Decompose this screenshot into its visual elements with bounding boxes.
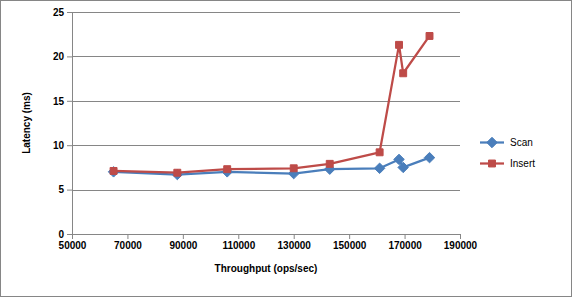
tick-label: 170000: [388, 240, 422, 251]
axis-line: [73, 235, 461, 240]
chart: 50000 70000 90000 110000 130000 150000 170000 1…: [0, 0, 572, 297]
tick: 130000: [278, 234, 312, 251]
tick-label: 70000: [114, 240, 142, 251]
tick-label: 130000: [278, 240, 312, 251]
tick-label: 15: [53, 96, 65, 107]
tick-label: 20: [53, 51, 65, 62]
marker: [110, 167, 117, 174]
marker: [398, 162, 408, 172]
marker: [376, 149, 383, 156]
tick-label: 5: [58, 184, 64, 195]
tick-mark: [183, 234, 184, 239]
x-axis: 50000 70000 90000 110000 130000 150000 170000 1…: [59, 234, 478, 251]
legend-label: Insert: [510, 158, 535, 169]
y-axis-title: Latency (ms): [21, 92, 32, 154]
series-line: [114, 36, 430, 173]
tick-mark: [67, 190, 72, 191]
axis-line: [67, 13, 73, 235]
legend: Scan Insert: [480, 137, 535, 169]
legend-item: Scan: [480, 137, 533, 148]
tick-mark: [67, 101, 72, 102]
grid-line: [72, 190, 460, 191]
marker: [224, 166, 231, 173]
tick-mark: [67, 56, 72, 57]
tick-label: 90000: [169, 240, 197, 251]
tick-label: 25: [53, 7, 65, 18]
tick-mark: [238, 234, 239, 239]
marker: [108, 167, 118, 177]
tick: 10: [53, 140, 72, 151]
tick: 15: [53, 96, 72, 107]
tick-mark: [67, 12, 72, 13]
plot-area: [108, 33, 434, 180]
marker: [326, 160, 333, 167]
legend-item: Insert: [480, 158, 535, 169]
marker: [172, 169, 182, 179]
tick-mark: [460, 234, 461, 239]
tick-mark: [67, 145, 72, 146]
marker: [290, 165, 297, 172]
legend-marker: [487, 137, 497, 147]
grid-line: [72, 145, 460, 146]
tick: 170000: [388, 234, 422, 251]
tick-label: 50000: [59, 240, 87, 251]
tick: 0: [58, 229, 72, 240]
legend-label: Scan: [510, 137, 533, 148]
tick-label: 150000: [333, 240, 367, 251]
tick-mark: [405, 234, 406, 239]
marker: [396, 41, 403, 48]
tick-mark: [67, 234, 72, 235]
marker: [424, 152, 434, 162]
chart-border: [1, 1, 572, 297]
marker: [374, 163, 384, 173]
marker: [426, 33, 433, 40]
tick-mark: [127, 234, 128, 239]
tick: 110000: [222, 234, 255, 251]
tick-label: 0: [58, 229, 64, 240]
tick-label: 110000: [222, 240, 255, 251]
tick: 25: [53, 7, 72, 18]
legend-marker: [489, 160, 496, 167]
marker: [400, 70, 407, 77]
tick: 5: [58, 184, 72, 195]
tick-label: 190000: [444, 240, 478, 251]
grid-line: [72, 12, 460, 13]
tick: 190000: [444, 234, 478, 251]
tick-mark: [349, 234, 350, 239]
tick-mark: [294, 234, 295, 239]
grid: [72, 13, 460, 235]
x-axis-title: Throughput (ops/sec): [215, 263, 318, 274]
marker: [222, 167, 232, 177]
tick: 150000: [333, 234, 367, 251]
y-axis: 0 5 10 15 20 25: [53, 7, 73, 240]
tick: 70000: [114, 234, 142, 251]
grid-line: [72, 101, 460, 102]
tick: 20: [53, 51, 72, 62]
tick-label: 10: [53, 140, 65, 151]
tick: 90000: [169, 234, 197, 251]
marker: [174, 169, 181, 176]
